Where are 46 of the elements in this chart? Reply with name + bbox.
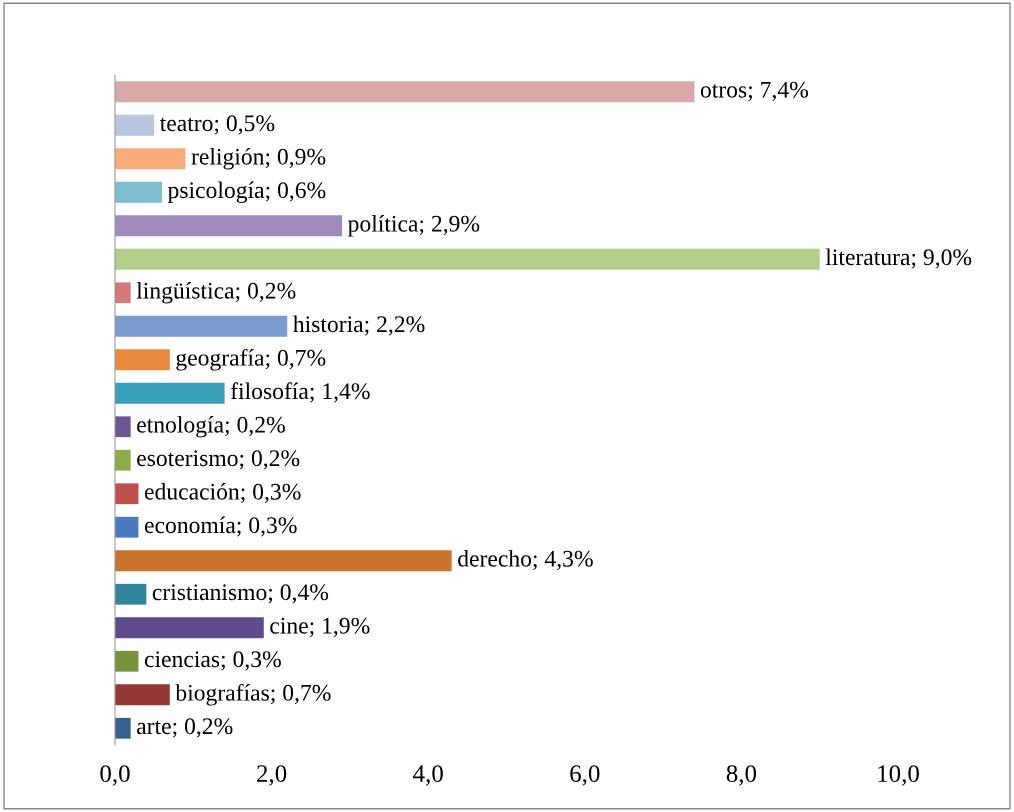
data-label: psicología; 0,6% bbox=[167, 181, 326, 204]
bar bbox=[115, 248, 820, 270]
data-label: otros; 7,4% bbox=[700, 81, 809, 102]
bar bbox=[115, 516, 139, 538]
bar bbox=[115, 650, 139, 672]
data-label: economía; 0,3% bbox=[144, 516, 297, 537]
bar bbox=[115, 550, 452, 572]
bar bbox=[115, 349, 170, 371]
bar bbox=[115, 114, 155, 136]
x-tick-label: 4,0 bbox=[413, 765, 443, 786]
bar bbox=[115, 416, 131, 438]
bar bbox=[115, 382, 225, 404]
bar bbox=[115, 483, 139, 505]
x-tick-label: 8,0 bbox=[726, 765, 757, 786]
data-label: esoterismo; 0,2% bbox=[137, 450, 300, 470]
x-tick-label: 0,0 bbox=[100, 765, 130, 786]
bar bbox=[115, 215, 343, 237]
data-label: cine; 1,9% bbox=[270, 617, 370, 638]
data-label: cristianismo; 0,4% bbox=[152, 584, 329, 604]
data-label: etnología; 0,2% bbox=[137, 415, 285, 438]
bar bbox=[115, 81, 695, 103]
data-label: geografía; 0,7% bbox=[176, 348, 326, 371]
data-label: arte; 0,2% bbox=[137, 718, 233, 738]
data-label: educación; 0,3% bbox=[144, 483, 301, 504]
data-label: biografías; 0,7% bbox=[175, 683, 331, 706]
bar bbox=[115, 148, 186, 170]
bar bbox=[115, 315, 288, 337]
data-label: lingüística; 0,2% bbox=[136, 281, 296, 304]
data-label: política; 2,9% bbox=[348, 215, 480, 237]
data-label: teatro; 0,5% bbox=[159, 115, 275, 135]
bar bbox=[115, 583, 147, 605]
bar bbox=[115, 181, 162, 203]
bar bbox=[115, 684, 170, 706]
bar bbox=[115, 617, 264, 639]
data-label: derecho; 4,3% bbox=[458, 550, 593, 571]
bar bbox=[115, 449, 131, 471]
bar bbox=[115, 282, 131, 304]
x-tick-label: 2,0 bbox=[257, 765, 287, 786]
data-label: historia; 2,2% bbox=[293, 315, 425, 336]
x-tick-label: 6,0 bbox=[570, 765, 600, 786]
data-label: literatura; 9,0% bbox=[825, 248, 972, 269]
data-label: ciencias; 0,3% bbox=[144, 651, 281, 671]
bar bbox=[115, 717, 131, 739]
data-label: filosofía; 1,4% bbox=[230, 382, 370, 403]
x-tick-label: 10,0 bbox=[878, 765, 919, 786]
data-label: religión; 0,9% bbox=[191, 147, 326, 170]
